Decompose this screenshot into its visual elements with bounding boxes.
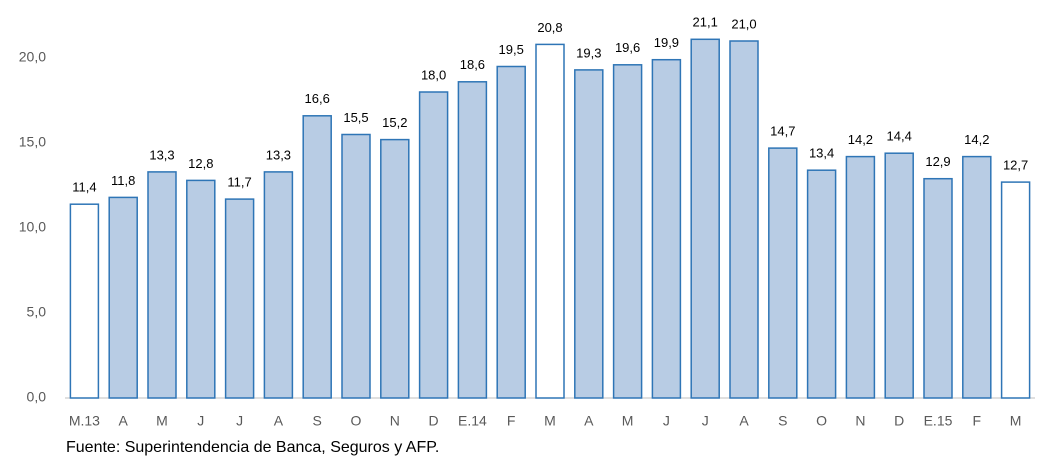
x-tick-label: E.14	[458, 413, 487, 429]
value-label: 19,3	[576, 45, 601, 60]
value-label: 18,0	[421, 67, 446, 82]
bar	[224, 198, 255, 399]
bar	[612, 64, 643, 399]
y-tick-label: 5,0	[27, 304, 47, 320]
bar	[341, 133, 371, 399]
bar	[884, 152, 914, 399]
value-label: 20,8	[537, 20, 562, 35]
value-label: 12,8	[188, 156, 213, 171]
value-label: 13,3	[149, 147, 174, 162]
x-tick-label: O	[351, 413, 362, 429]
bar	[147, 171, 177, 399]
x-tick-label: M	[156, 413, 168, 429]
value-label: 19,9	[654, 35, 679, 50]
value-label: 18,6	[460, 57, 485, 72]
x-tick-label: A	[274, 413, 284, 429]
bar	[418, 91, 449, 399]
x-tick-label: A	[119, 413, 129, 429]
value-label: 12,7	[1003, 158, 1028, 173]
bar	[768, 147, 798, 399]
y-tick-label: 10,0	[19, 219, 46, 235]
value-label: 14,4	[887, 129, 912, 144]
x-tick-label: M	[1010, 413, 1022, 429]
value-label: 19,5	[499, 42, 524, 57]
value-label: 15,2	[382, 115, 407, 130]
x-tick-label: J	[663, 413, 670, 429]
y-tick-label: 15,0	[19, 134, 46, 150]
bar	[69, 203, 100, 399]
value-label: 13,4	[809, 146, 834, 161]
bar	[806, 169, 837, 399]
y-tick-label: 20,0	[19, 49, 46, 65]
bar	[923, 177, 953, 399]
value-label: 14,2	[964, 132, 989, 147]
x-tick-label: M	[544, 413, 556, 429]
bar	[690, 38, 720, 399]
x-tick-label: A	[739, 413, 749, 429]
bar	[380, 138, 410, 399]
x-tick-label: D	[429, 413, 439, 429]
x-tick-label: M.13	[69, 413, 100, 429]
bar	[302, 115, 332, 399]
bar	[535, 43, 565, 399]
x-tick-label: F	[507, 413, 516, 429]
x-tick-label: S	[313, 413, 322, 429]
bar	[729, 40, 759, 399]
value-label: 11,8	[111, 173, 135, 188]
bar	[108, 196, 138, 399]
bar	[962, 155, 992, 399]
value-label: 21,0	[731, 16, 756, 31]
y-tick-label: 0,0	[27, 389, 47, 405]
value-label: 11,7	[227, 175, 251, 190]
x-tick-label: N	[390, 413, 400, 429]
x-tick-label: J	[236, 413, 243, 429]
x-tick-label: S	[778, 413, 787, 429]
bar	[186, 179, 216, 399]
value-label: 14,2	[848, 132, 873, 147]
x-tick-label: J	[702, 413, 709, 429]
value-label: 13,3	[266, 147, 291, 162]
bar	[574, 69, 604, 399]
x-tick-label: D	[894, 413, 904, 429]
value-label: 19,6	[615, 40, 640, 55]
x-tick-label: N	[855, 413, 865, 429]
x-tick-label: A	[584, 413, 594, 429]
bar	[845, 155, 876, 399]
bar	[263, 171, 294, 399]
value-label: 12,9	[925, 154, 950, 169]
bar	[1000, 181, 1031, 399]
x-tick-label: E.15	[924, 413, 953, 429]
bar	[457, 81, 488, 399]
source-note: Fuente: Superintendencia de Banca, Segur…	[66, 439, 439, 456]
bar	[496, 65, 526, 399]
value-label: 14,7	[770, 124, 795, 139]
value-label: 16,6	[305, 91, 330, 106]
x-tick-label: F	[973, 413, 982, 429]
value-label: 21,1	[693, 15, 718, 30]
value-label: 11,4	[72, 180, 96, 195]
x-tick-label: J	[197, 413, 204, 429]
x-tick-label: O	[816, 413, 827, 429]
value-label: 15,5	[343, 110, 368, 125]
bar	[651, 58, 682, 399]
x-tick-label: M	[622, 413, 634, 429]
